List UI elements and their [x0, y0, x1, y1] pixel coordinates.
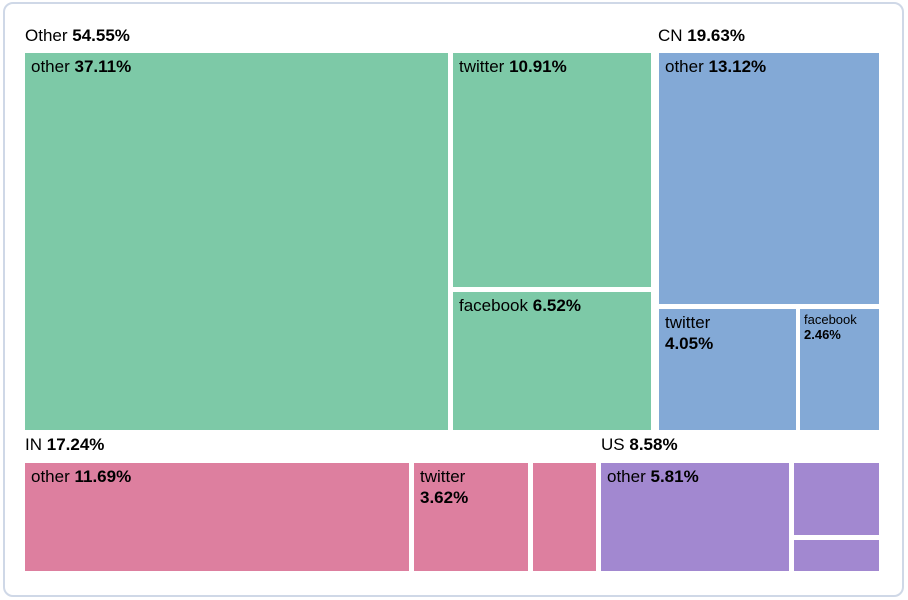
treemap-cell-in-unlabeled[interactable]: [533, 463, 596, 571]
group-header-in-value: 17.24%: [46, 435, 105, 454]
cell-label-value: 2.46%: [804, 327, 841, 342]
group-header-cn: CN 19.63%: [658, 26, 745, 46]
group-header-in-name: IN: [25, 435, 42, 454]
cell-label-value: 10.91%: [509, 57, 567, 76]
treemap-cell-us-unlabeled-bottom[interactable]: [794, 540, 879, 571]
cell-label-name: twitter: [665, 313, 711, 332]
treemap-cell-in-twitter[interactable]: twitter 3.62%: [414, 463, 528, 571]
cell-label-name: facebook: [459, 296, 528, 315]
cell-label-name: other: [31, 467, 70, 486]
group-header-other-value: 54.55%: [72, 26, 130, 45]
cell-label-name: facebook: [804, 312, 857, 327]
treemap-cell-other-twitter[interactable]: twitter 10.91%: [453, 53, 651, 287]
group-header-other: Other 54.55%: [25, 26, 130, 46]
cell-label-name: other: [31, 57, 70, 76]
cell-label-name: twitter: [420, 467, 466, 486]
group-header-in: IN 17.24%: [25, 435, 104, 455]
cell-label-value: 13.12%: [708, 57, 767, 76]
treemap-cell-in-other[interactable]: other 11.69%: [25, 463, 409, 571]
treemap-cell-cn-facebook[interactable]: facebook 2.46%: [800, 309, 879, 430]
cell-label-name: other: [665, 57, 704, 76]
group-header-us-value: 8.58%: [629, 435, 678, 454]
cell-label-name: twitter: [459, 57, 505, 76]
treemap-cell-cn-other[interactable]: other 13.12%: [659, 53, 879, 304]
group-header-other-name: Other: [25, 26, 68, 45]
treemap-cell-other-other[interactable]: other 37.11%: [25, 53, 448, 430]
cell-label-value: 11.69%: [74, 467, 132, 486]
treemap-cell-other-facebook[interactable]: facebook 6.52%: [453, 292, 651, 430]
treemap-cell-us-unlabeled-top[interactable]: [794, 463, 879, 535]
cell-label-value: 37.11%: [74, 57, 132, 76]
cell-label-value: 3.62%: [420, 488, 469, 507]
treemap-cell-us-other[interactable]: other 5.81%: [601, 463, 789, 571]
cell-label-value: 4.05%: [665, 334, 714, 353]
treemap-cell-cn-twitter[interactable]: twitter 4.05%: [659, 309, 796, 430]
cell-label-name: other: [607, 467, 646, 486]
group-header-cn-name: CN: [658, 26, 683, 45]
group-header-us-name: US: [601, 435, 625, 454]
group-header-us: US 8.58%: [601, 435, 678, 455]
cell-label-value: 5.81%: [650, 467, 699, 486]
cell-label-value: 6.52%: [532, 296, 581, 315]
group-header-cn-value: 19.63%: [687, 26, 745, 45]
